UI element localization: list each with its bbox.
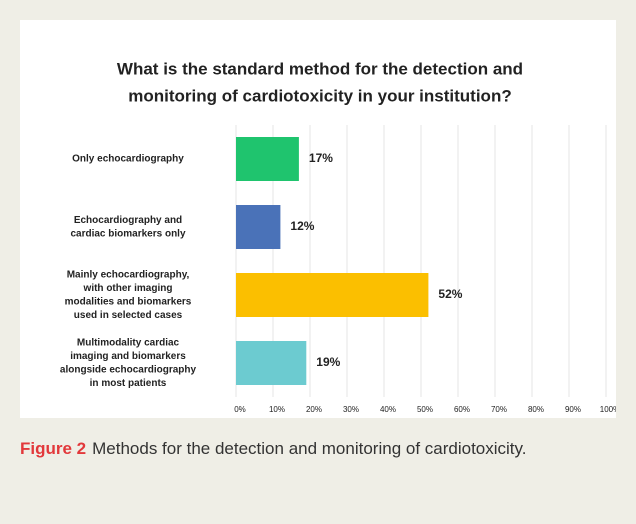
category-label: imaging and biomarkers [70,351,186,362]
x-tick-label: 0% [234,405,246,414]
category-label: Echocardiography and [74,215,182,226]
bar [236,205,281,249]
category-label: used in selected cases [74,310,183,321]
bar [236,273,429,317]
value-label: 17% [309,151,333,165]
category-label: Mainly echocardiography, [67,269,190,280]
x-tick-label: 20% [306,405,322,414]
x-tick-label: 70% [491,405,507,414]
figure-caption: Figure 2 Methods for the detection and mo… [20,436,616,462]
x-tick-label: 10% [269,405,285,414]
chart-title: What is the standard method for the dete… [117,59,523,78]
x-tick-label: 50% [417,405,433,414]
figure-label: Figure 2 [20,439,87,458]
chart-title: monitoring of cardiotoxicity in your ins… [128,86,511,105]
category-label: Only echocardiography [72,154,184,165]
x-tick-label: 60% [454,405,470,414]
category-label: with other imaging [83,283,173,294]
chart: What is the standard method for the dete… [20,20,616,418]
bar [236,341,307,385]
category-label: modalities and biomarkers [65,296,192,307]
bar [236,137,299,181]
x-tick-label: 80% [528,405,544,414]
value-label: 52% [438,287,462,301]
x-tick-label: 90% [565,405,581,414]
x-tick-label: 100% [600,405,616,414]
caption-text: Methods for the detection and monitoring… [92,439,527,458]
x-tick-label: 40% [380,405,396,414]
value-label: 19% [316,355,340,369]
category-label: in most patients [90,378,167,389]
value-label: 12% [290,219,314,233]
x-tick-label: 30% [343,405,359,414]
category-label: alongside echocardiography [60,364,197,375]
category-label: Multimodality cardiac [77,337,180,348]
category-label: cardiac biomarkers only [70,228,185,239]
